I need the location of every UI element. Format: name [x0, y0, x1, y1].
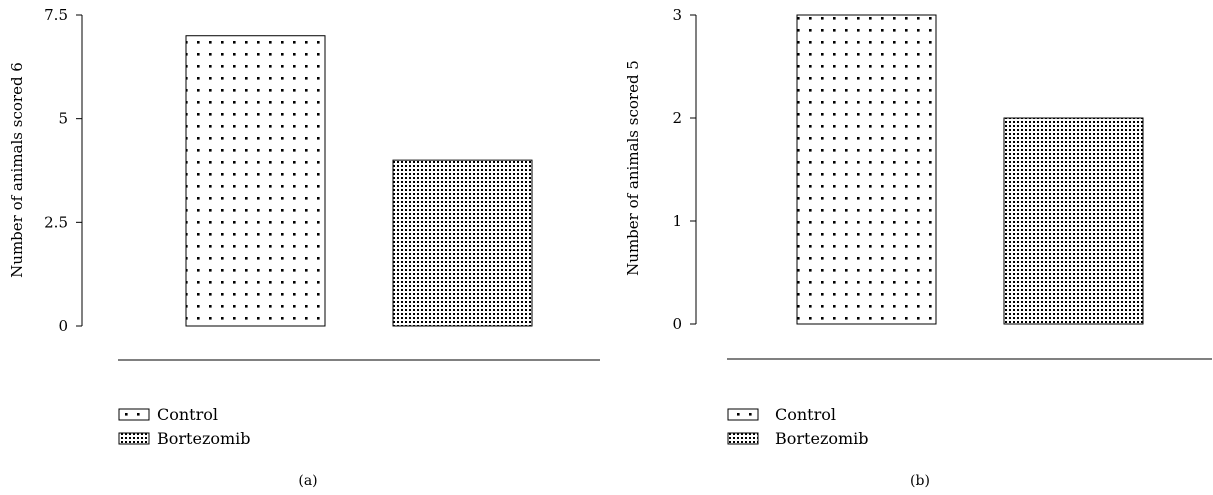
- bar-bortezomib: [392, 159, 533, 327]
- legend-item-control: Control: [727, 405, 836, 424]
- bar-control: [796, 14, 937, 325]
- y-tick-label: 2.5: [44, 213, 68, 231]
- y-tick-label: 5: [58, 110, 68, 128]
- y-tick-label: 1: [672, 212, 682, 230]
- legend-swatch-control: [727, 408, 759, 421]
- legend-label-control: Control: [775, 405, 836, 424]
- legend-label-bortezomib: Bortezomib: [775, 429, 869, 448]
- panel-a: Number of animals scored 6 0 2.5 5 7.5 Cont…: [8, 6, 600, 489]
- y-ticks: 0 1 2 3: [672, 6, 696, 333]
- legend-swatch-control: [118, 408, 150, 421]
- panel-label: (b): [910, 473, 930, 489]
- legend-label-bortezomib: Bortezomib: [157, 429, 251, 448]
- panel-label: (a): [298, 473, 317, 489]
- bars: [185, 35, 533, 327]
- panel-b: Number of animals scored 5 0 1 2 3 Control …: [624, 6, 1212, 489]
- legend-swatch-bortezomib: [118, 432, 150, 445]
- legend-swatch-bortezomib: [727, 432, 759, 445]
- legend-item-control: Control: [118, 405, 218, 424]
- legend-item-bortezomib: Bortezomib: [727, 429, 869, 448]
- bars: [796, 14, 1144, 325]
- legend-label-control: Control: [157, 405, 218, 424]
- bar-control: [185, 35, 326, 327]
- legend: Control Bortezomib: [118, 405, 251, 448]
- y-axis-label: Number of animals scored 5: [624, 60, 642, 276]
- legend-item-bortezomib: Bortezomib: [118, 429, 251, 448]
- bar-bortezomib: [1003, 117, 1144, 325]
- y-tick-label: 7.5: [44, 6, 68, 24]
- y-tick-label: 0: [672, 315, 682, 333]
- y-tick-label: 2: [672, 109, 682, 127]
- legend: Control Bortezomib: [727, 405, 869, 448]
- y-ticks: 0 2.5 5 7.5: [44, 6, 82, 335]
- y-tick-label: 0: [58, 317, 68, 335]
- y-tick-label: 3: [672, 6, 682, 24]
- y-axis-label: Number of animals scored 6: [8, 62, 26, 278]
